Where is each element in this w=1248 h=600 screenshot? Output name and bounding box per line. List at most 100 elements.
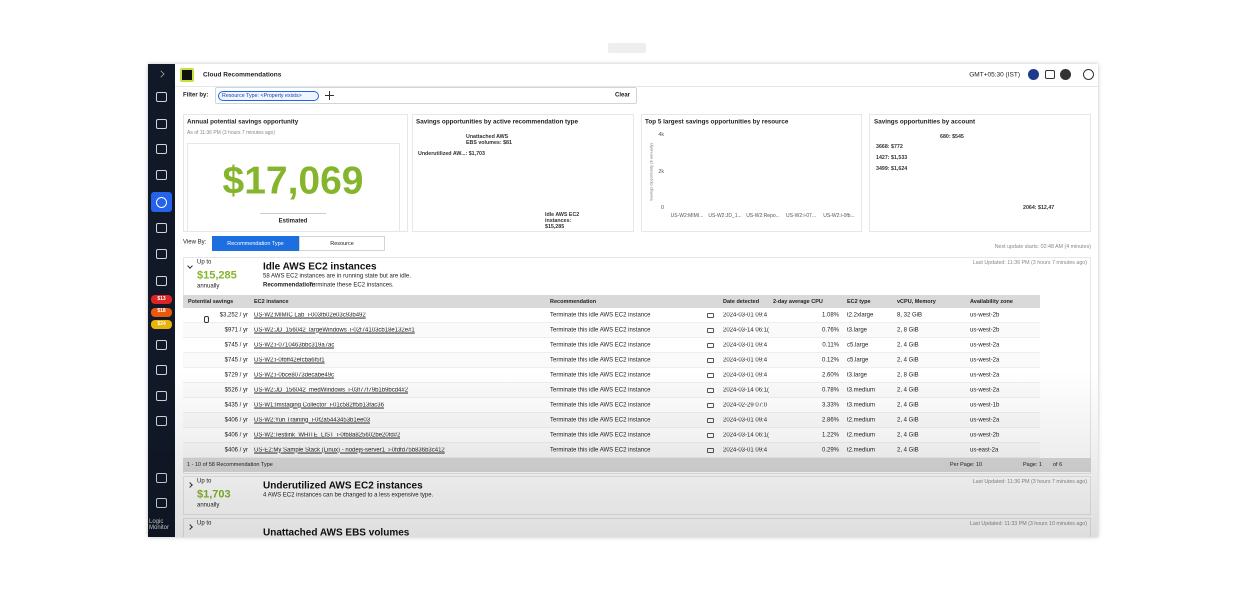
row-icon[interactable] (707, 358, 714, 363)
row-icon[interactable] (707, 388, 714, 393)
table-footer (183, 458, 1091, 472)
clear-button[interactable]: Clear (614, 92, 630, 99)
table-cell: us-west-1b (970, 402, 1000, 409)
group-panel (183, 518, 1091, 537)
add-filter[interactable] (325, 91, 334, 100)
table-cell: us-west-2a (970, 342, 1000, 349)
x-tick-label: US-W2:i-0fb... (823, 213, 855, 220)
nav-icon[interactable] (156, 223, 167, 233)
instance-link[interactable]: US-W2:Testlink_WHITE_LIST_i-0fb8a825602b… (254, 432, 401, 439)
cpu-cell: 0.12% (821, 357, 839, 364)
instance-link[interactable]: US-W2:JD_156042_largeWindows_i-02f74103c… (254, 327, 415, 334)
instance-link[interactable]: US-W2:MIMIC Lab_i-003fb02e03c93b492 (254, 312, 366, 319)
icon-user[interactable] (1060, 69, 1071, 80)
row-icon[interactable] (707, 433, 714, 438)
filter-chip[interactable] (218, 90, 319, 101)
icon-help-circle[interactable] (1028, 69, 1039, 80)
nav-icon[interactable] (156, 473, 167, 483)
row-icon[interactable] (707, 418, 714, 423)
badge (151, 320, 172, 329)
nav-icon[interactable] (156, 276, 167, 286)
table-row[interactable] (183, 323, 1040, 338)
date-cell: 2024-03-14 06:1( (723, 327, 769, 334)
nav-active-icon (156, 197, 167, 208)
table-cell: us-west-2a (970, 372, 1000, 379)
savings-cell: $971 / yr (224, 327, 248, 334)
table-cell: Terminate this idle AWS EC2 instance (550, 327, 651, 334)
date-cell: 2024-03-01 09:4 (723, 357, 768, 364)
nav-icon[interactable] (156, 249, 167, 259)
row-icon[interactable] (707, 403, 714, 408)
tab[interactable] (299, 236, 385, 251)
table-row[interactable] (183, 383, 1040, 398)
date-cell: 2024-03-14 06:1( (723, 432, 769, 439)
nav-icon[interactable] (156, 92, 167, 102)
table-cell: us-west-2a (970, 387, 1000, 394)
instance-link[interactable]: US-W2:i-0710463bbc319a7ac (254, 342, 335, 349)
tab-label[interactable]: Recommendation Type (227, 240, 284, 247)
table-cell: Terminate this idle AWS EC2 instance (550, 402, 651, 409)
column-header: Potential savings (188, 298, 234, 305)
nav-icon[interactable] (156, 340, 167, 350)
table-row[interactable] (183, 368, 1040, 383)
date-cell: 2024-03-01 09:4 (723, 312, 768, 319)
page-number[interactable]: Page: 1 (1023, 461, 1042, 468)
table-row[interactable] (183, 353, 1040, 368)
group-description: 58 AWS EC2 instances are in running stat… (263, 273, 411, 280)
y-axis-title: Savings Opportunity ($ annually) (648, 142, 654, 202)
table-row[interactable] (183, 413, 1040, 428)
row-icon[interactable] (707, 373, 714, 378)
table-cell: 2, 4 GiB (897, 432, 919, 439)
nav-icon[interactable] (156, 144, 167, 154)
segment-label: Underutilized AW...: $1,703 (418, 150, 485, 157)
tab-label[interactable]: Resource (330, 240, 354, 247)
group-title: Idle AWS EC2 instances (263, 261, 377, 273)
savings-cell: $406 / yr (224, 417, 248, 424)
table-row[interactable] (183, 308, 1040, 323)
instance-link[interactable]: US-W2:Yuri Training_i-0f2a5443453b1ee03 (254, 417, 371, 424)
per-page[interactable]: Per Page: 10 (950, 461, 983, 468)
timezone[interactable]: GMT+05:30 (IST) (969, 71, 1020, 79)
table-cell: Terminate this idle AWS EC2 instance (550, 372, 651, 379)
table-cell: 2, 4 GiB (897, 342, 919, 349)
table-row[interactable] (183, 398, 1040, 413)
last-updated: Last Updated: 11:33 PM (3 hours 10 minut… (969, 520, 1087, 527)
instance-link[interactable]: US-W2:i-0fbff42efcba6f5f1 (254, 357, 325, 364)
group-title: Unattached AWS EBS volumes (263, 527, 410, 537)
segment-label: 3668: $772 (876, 143, 903, 150)
nav-icon[interactable] (156, 498, 167, 508)
column-header: Date detected (723, 298, 760, 305)
table-cell: t2.medium (847, 447, 876, 454)
column-header: 2-day average CPU (773, 298, 823, 305)
nav-icon[interactable] (156, 119, 167, 129)
card (641, 114, 862, 232)
table-row[interactable] (183, 443, 1040, 458)
nav-icon[interactable] (156, 391, 167, 401)
table-cell: 8, 32 GiB (897, 312, 923, 319)
instance-link[interactable]: US-W2:JD_156042_medWindows_i-03f77f79b1b… (254, 387, 409, 394)
y-tick-label: 0 (661, 204, 664, 211)
table-cell: us-east-2a (970, 447, 999, 454)
row-icon[interactable] (707, 313, 714, 318)
icon-help[interactable] (1083, 69, 1094, 80)
row-icon[interactable] (707, 343, 714, 348)
icon-chat[interactable] (1045, 70, 1055, 79)
cpu-cell: 0.29% (821, 447, 839, 454)
instance-link[interactable]: US-W2:i-0bce8073decabe49c (254, 372, 335, 379)
instance-link[interactable]: US-E2:My Sample Stack (Linux) - nodejs-s… (254, 447, 445, 454)
table-row[interactable] (183, 428, 1040, 443)
instance-link[interactable]: US-W1:Imstaging Collector_i-01c582ff5b13… (254, 402, 384, 409)
tab-active[interactable] (212, 236, 299, 251)
cpu-cell: 0.11% (822, 342, 839, 349)
row-icon[interactable] (707, 328, 714, 333)
row-icon[interactable] (707, 448, 714, 453)
nav-icon[interactable] (156, 416, 167, 426)
nav-icon[interactable] (156, 170, 167, 180)
cpu-cell: 3.33% (821, 402, 839, 409)
nav-icon[interactable] (156, 365, 167, 375)
table-row[interactable] (183, 338, 1040, 353)
table-cell: Terminate this idle AWS EC2 instance (550, 417, 651, 424)
last-updated: Last Updated: 11:36 PM (3 hours 7 minute… (972, 259, 1087, 266)
date-cell: 2024-03-01 09:4 (723, 447, 768, 454)
view-label: View By: (183, 239, 207, 246)
